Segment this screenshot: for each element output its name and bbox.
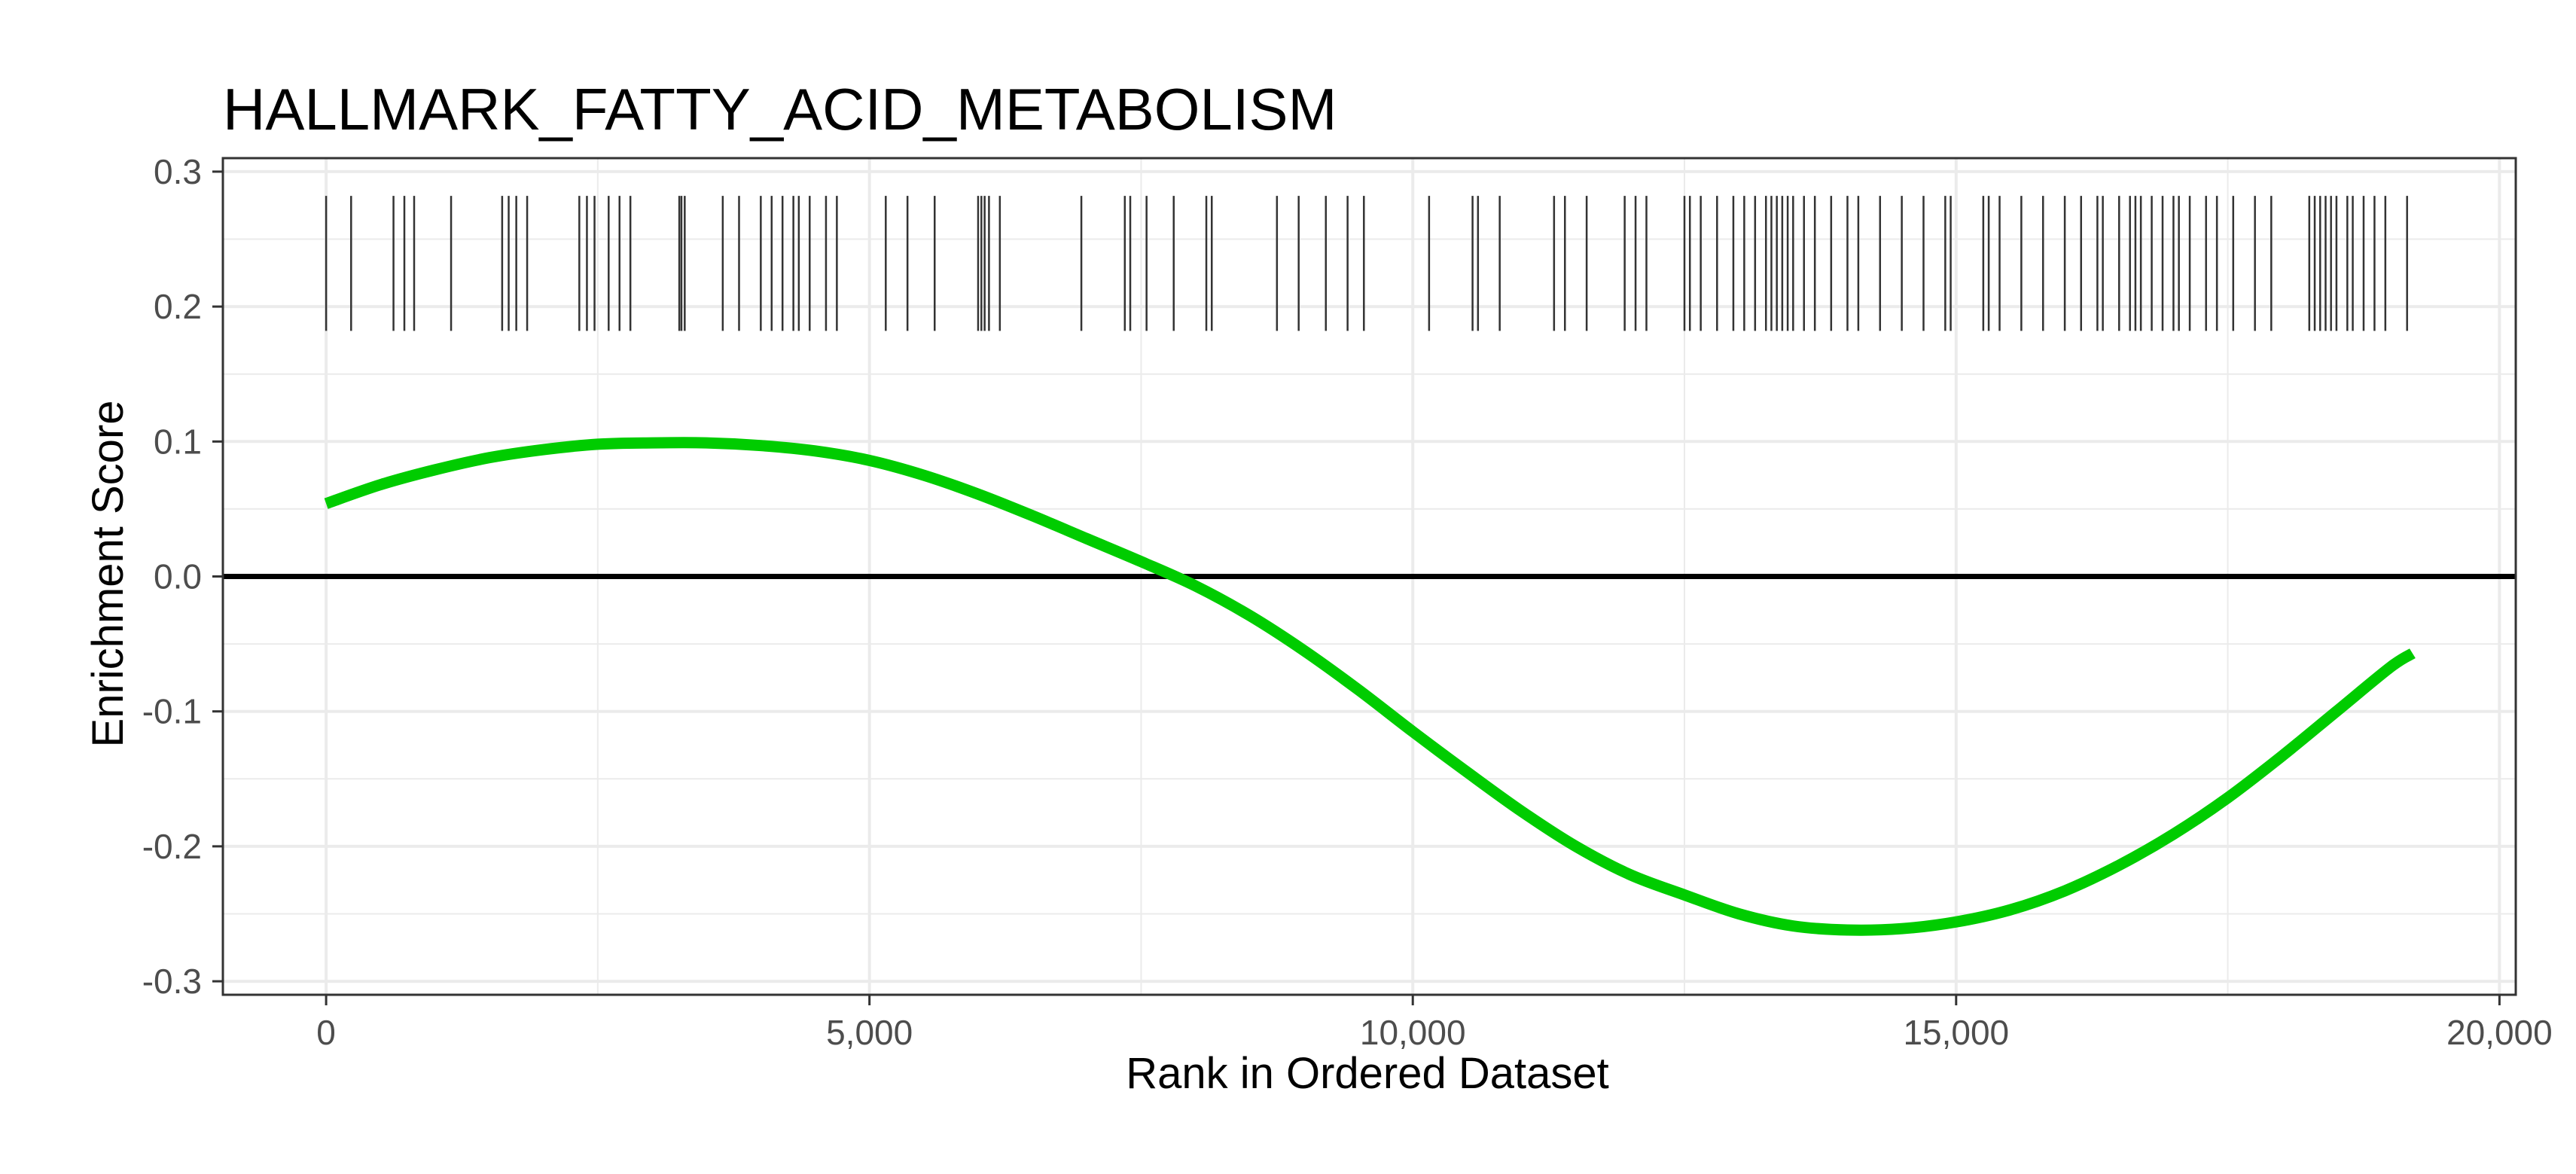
plot-panel: 0 5,000 10,000 15,000 20,000 0.3 0.2 0.1 0.0 -0.1… <box>142 152 2553 1052</box>
x-tick-label: 20,000 <box>2446 1013 2553 1052</box>
x-tick-label: 15,000 <box>1903 1013 2009 1052</box>
y-tick-label: -0.2 <box>142 827 202 866</box>
y-tick-label: 0.0 <box>154 557 202 596</box>
x-tick-label: 0 <box>316 1013 336 1052</box>
y-axis-label: Enrichment Score <box>84 401 133 748</box>
x-axis-label: Rank in Ordered Dataset <box>1126 1049 1609 1098</box>
x-tick-label: 5,000 <box>826 1013 913 1052</box>
y-tick-label: -0.3 <box>142 962 202 1001</box>
x-tick-label: 10,000 <box>1360 1013 1466 1052</box>
y-tick-label: -0.1 <box>142 692 202 731</box>
chart-title: HALLMARK_FATTY_ACID_METABOLISM <box>223 76 1337 142</box>
y-tick-label: 0.3 <box>154 152 202 191</box>
enrichment-curve <box>324 437 2416 936</box>
y-tick-label: 0.1 <box>154 422 202 461</box>
y-tick-label: 0.2 <box>154 287 202 326</box>
